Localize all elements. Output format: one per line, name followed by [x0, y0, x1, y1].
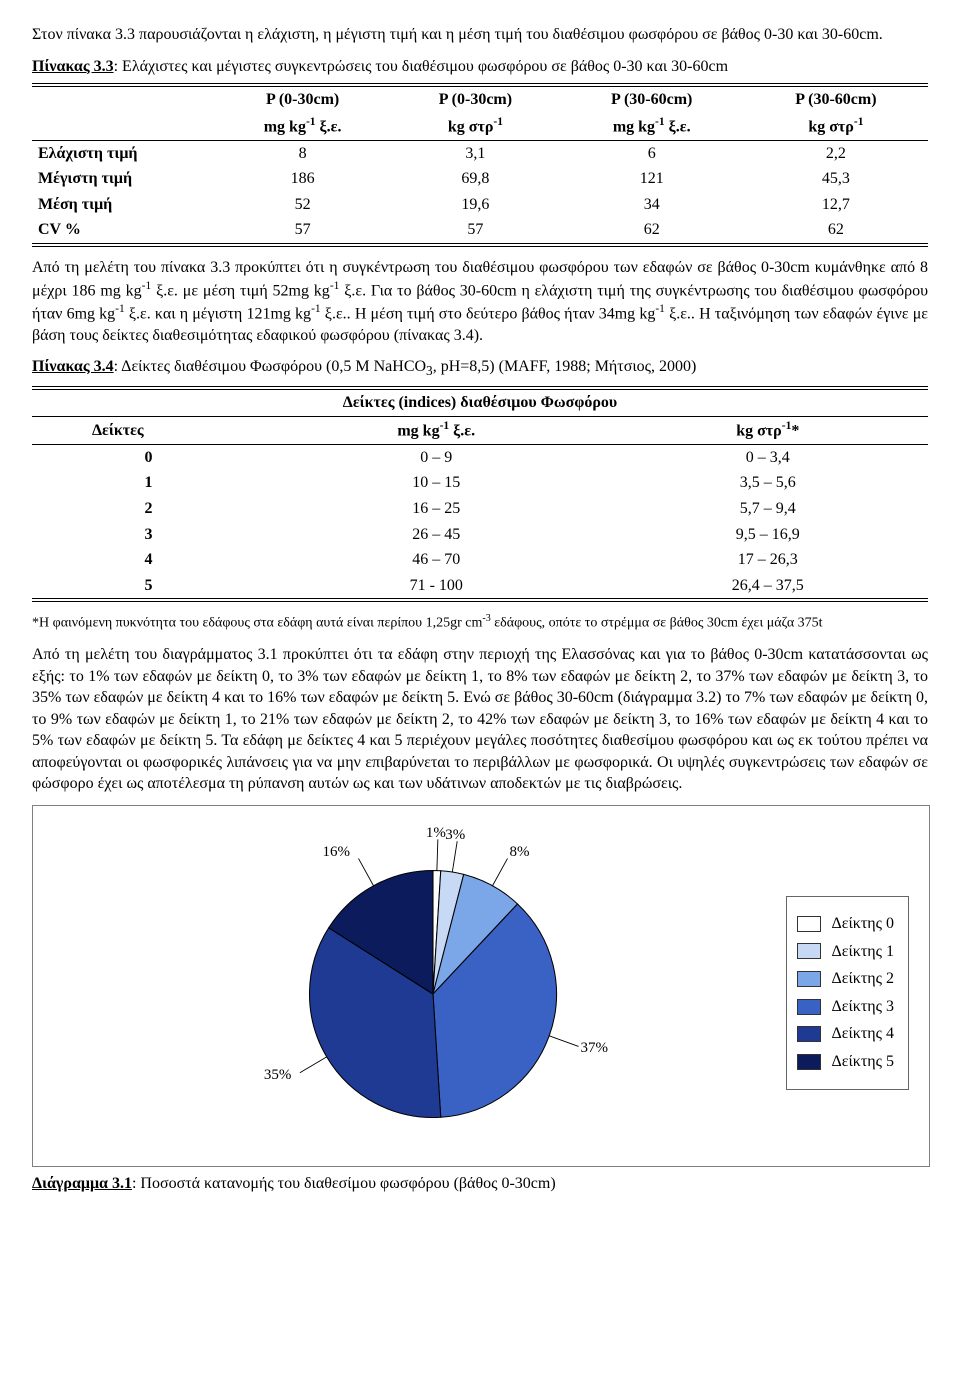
table34-caption-rest: : Δείκτες διαθέσιμου Φωσφόρου (0,5 M NaH… [114, 358, 697, 375]
t33-r3-label: CV % [32, 217, 214, 245]
paragraph-2: Από τη μελέτη του πίνακα 3.3 προκύπτει ό… [32, 257, 928, 346]
legend-swatch-3 [797, 999, 821, 1015]
paragraph-3: Από τη μελέτη του διαγράμματος 3.1 προκύ… [32, 644, 928, 795]
t33-h2-2: mg kg-1 ξ.ε. [560, 113, 744, 140]
table33-caption: Πίνακας 3.3: Ελάχιστες και μέγιστες συγκ… [32, 56, 928, 78]
pie-area [303, 864, 563, 1124]
legend-label-1: Δείκτης 1 [831, 941, 894, 963]
t34-title: Δείκτες (indices) διαθέσιμου Φωσφόρου [32, 388, 928, 416]
table34: Δείκτες (indices) διαθέσιμου Φωσφόρου Δε… [32, 386, 928, 602]
table33-caption-rest: : Ελάχιστες και μέγιστες συγκεντρώσεις τ… [114, 58, 728, 75]
pie-label-4: 35% [264, 1065, 292, 1085]
pie-svg [303, 864, 563, 1124]
t34-h0: Δείκτες [32, 416, 265, 444]
pie-legend: Δείκτης 0 Δείκτης 1 Δείκτης 2 Δείκτης 3 Δείκ… [786, 896, 909, 1090]
legend-label-4: Δείκτης 4 [831, 1023, 894, 1045]
figure-caption: Διάγραμμα 3.1: Ποσοστά κατανομής του δια… [32, 1173, 928, 1195]
pie-label-0: 1% [426, 823, 446, 843]
legend-swatch-1 [797, 943, 821, 959]
table33-caption-bold: Πίνακας 3.3 [32, 58, 114, 75]
legend-row-3: Δείκτης 3 [797, 996, 894, 1018]
t33-h1-1: P (0-30cm) [391, 85, 559, 113]
t34-h2: kg στρ-1* [608, 416, 928, 444]
legend-swatch-5 [797, 1054, 821, 1070]
figure-caption-bold: Διάγραμμα 3.1 [32, 1175, 132, 1192]
pie-label-2: 8% [510, 842, 530, 862]
table34-caption-bold: Πίνακας 3.4 [32, 358, 114, 375]
table34-caption: Πίνακας 3.4: Δείκτες διαθέσιμου Φωσφόρου… [32, 356, 928, 380]
t33-h2-1: kg στρ-1 [391, 113, 559, 140]
t33-h2-3: kg στρ-1 [744, 113, 928, 140]
t34-h1: mg kg-1 ξ.ε. [265, 416, 608, 444]
table34-footnote: *Η φαινόμενη πυκνότητα του εδάφους στα ε… [32, 612, 928, 634]
pie-label-5: 16% [322, 842, 350, 862]
pie-chart: Δείκτης 0 Δείκτης 1 Δείκτης 2 Δείκτης 3 Δείκ… [32, 805, 930, 1167]
pie-label-1: 3% [445, 825, 465, 845]
legend-swatch-2 [797, 971, 821, 987]
legend-swatch-0 [797, 916, 821, 932]
t33-r1-label: Μέγιστη τιμή [32, 166, 214, 192]
legend-label-2: Δείκτης 2 [831, 968, 894, 990]
t33-r0-label: Ελάχιστη τιμή [32, 140, 214, 166]
intro-paragraph: Στον πίνακα 3.3 παρουσιάζονται η ελάχιστ… [32, 24, 928, 46]
t33-h1-3: P (30-60cm) [744, 85, 928, 113]
legend-row-5: Δείκτης 5 [797, 1051, 894, 1073]
legend-row-0: Δείκτης 0 [797, 913, 894, 935]
figure-caption-rest: : Ποσοστά κατανομής του διαθεσίμου φωσφό… [132, 1175, 556, 1192]
t33-r0-c2: 6 [560, 140, 744, 166]
t33-h2-0: mg kg-1 ξ.ε. [214, 113, 391, 140]
t33-r0-c3: 2,2 [744, 140, 928, 166]
legend-label-0: Δείκτης 0 [831, 913, 894, 935]
t33-r0-c1: 3,1 [391, 140, 559, 166]
t33-r2-label: Μέση τιμή [32, 192, 214, 218]
table33: P (0-30cm) P (0-30cm) P (30-60cm) P (30-… [32, 83, 928, 247]
t33-h1-0: P (0-30cm) [214, 85, 391, 113]
legend-label-5: Δείκτης 5 [831, 1051, 894, 1073]
legend-row-2: Δείκτης 2 [797, 968, 894, 990]
t33-r0-c0: 8 [214, 140, 391, 166]
legend-label-3: Δείκτης 3 [831, 996, 894, 1018]
t33-h1-2: P (30-60cm) [560, 85, 744, 113]
legend-row-1: Δείκτης 1 [797, 941, 894, 963]
legend-row-4: Δείκτης 4 [797, 1023, 894, 1045]
legend-swatch-4 [797, 1026, 821, 1042]
pie-label-3: 37% [581, 1038, 609, 1058]
